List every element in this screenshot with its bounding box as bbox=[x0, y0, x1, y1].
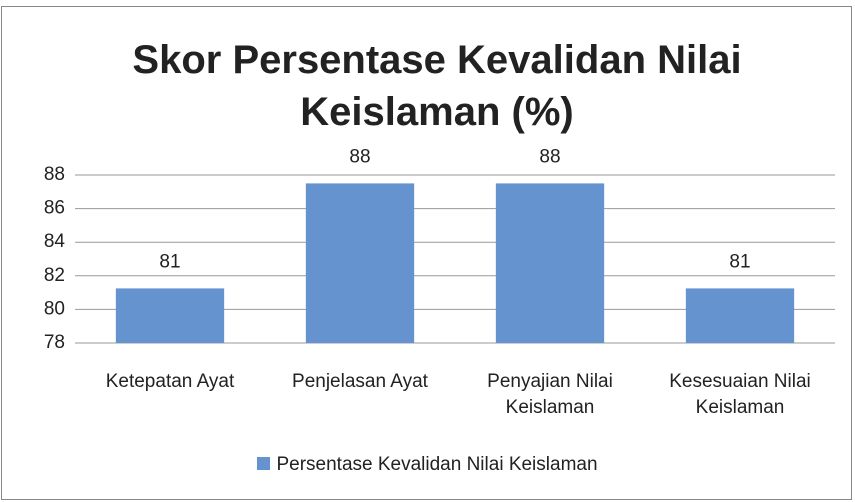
y-tick-label: 86 bbox=[44, 198, 65, 219]
data-label: 81 bbox=[159, 251, 180, 272]
y-tick-label: 84 bbox=[44, 231, 66, 252]
x-tick-label: Kesesuaian Nilai Keislaman bbox=[669, 371, 811, 418]
x-tick-label: Penyajian Nilai Keislaman bbox=[487, 371, 613, 418]
bar bbox=[305, 183, 415, 343]
chart-title: Skor Persentase Kevalidan Nilai Keislama… bbox=[132, 38, 742, 134]
chart-frame bbox=[1, 6, 852, 500]
legend-label: Persentase Kevalidan Nilai Keislaman bbox=[276, 454, 598, 475]
y-tick-label: 78 bbox=[44, 332, 65, 353]
legend: Persentase Kevalidan Nilai Keislaman bbox=[0, 454, 855, 476]
x-tick-label: Ketepatan Ayat bbox=[105, 371, 235, 392]
legend-swatch bbox=[257, 457, 271, 470]
data-label: 81 bbox=[729, 251, 750, 272]
y-tick-label: 88 bbox=[44, 164, 65, 185]
x-tick-label: Penjelasan Ayat bbox=[292, 371, 428, 392]
bar bbox=[115, 288, 225, 343]
data-label: 88 bbox=[539, 146, 560, 167]
bar bbox=[685, 288, 795, 343]
y-tick-label: 80 bbox=[44, 298, 65, 319]
data-label: 88 bbox=[349, 146, 370, 167]
y-tick-label: 82 bbox=[44, 265, 65, 286]
bar bbox=[495, 183, 605, 343]
